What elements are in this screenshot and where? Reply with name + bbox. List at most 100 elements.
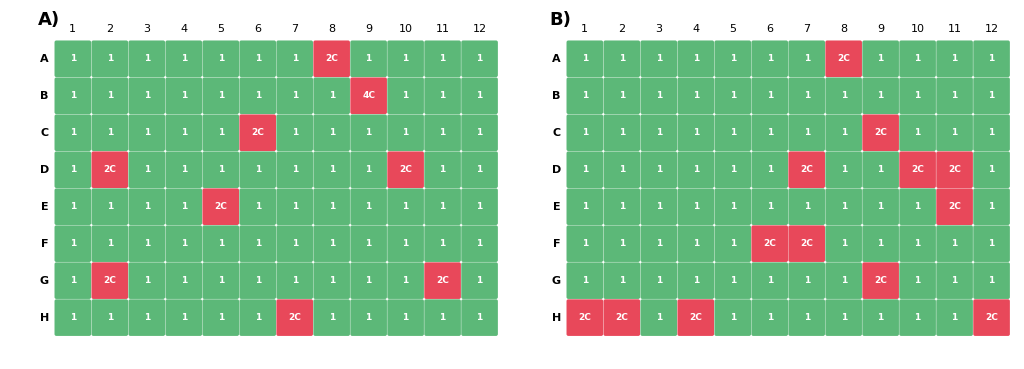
Text: 1: 1 [70, 239, 76, 248]
FancyBboxPatch shape [424, 41, 461, 77]
FancyBboxPatch shape [203, 299, 239, 336]
Text: 1: 1 [878, 239, 884, 248]
FancyBboxPatch shape [276, 299, 313, 336]
Text: 1: 1 [439, 165, 445, 174]
Text: 1: 1 [292, 202, 298, 211]
FancyBboxPatch shape [313, 41, 350, 77]
Text: 2C: 2C [251, 128, 264, 137]
FancyBboxPatch shape [825, 114, 862, 151]
FancyBboxPatch shape [899, 225, 936, 262]
Text: 1: 1 [988, 91, 994, 100]
FancyBboxPatch shape [313, 262, 350, 299]
FancyBboxPatch shape [788, 299, 825, 336]
Text: 1: 1 [329, 239, 335, 248]
Text: 1: 1 [255, 239, 261, 248]
Text: C: C [41, 128, 49, 138]
FancyBboxPatch shape [788, 114, 825, 151]
Text: 1: 1 [582, 54, 588, 63]
Text: 1: 1 [951, 54, 957, 63]
FancyBboxPatch shape [387, 77, 424, 114]
FancyBboxPatch shape [276, 114, 313, 151]
Text: 2C: 2C [288, 313, 301, 322]
Text: 1: 1 [767, 128, 773, 137]
Text: 1: 1 [476, 239, 482, 248]
Text: 2C: 2C [948, 165, 962, 174]
Text: 1: 1 [804, 276, 810, 285]
Text: 1: 1 [70, 54, 76, 63]
Text: 2C: 2C [911, 165, 924, 174]
FancyBboxPatch shape [603, 262, 640, 299]
FancyBboxPatch shape [128, 299, 165, 336]
Text: 1: 1 [767, 276, 773, 285]
FancyBboxPatch shape [788, 262, 825, 299]
Text: 2C: 2C [103, 276, 117, 285]
Text: 1: 1 [951, 276, 957, 285]
Text: 1: 1 [804, 54, 810, 63]
Text: 1: 1 [914, 128, 921, 137]
FancyBboxPatch shape [788, 189, 825, 225]
FancyBboxPatch shape [899, 77, 936, 114]
FancyBboxPatch shape [387, 41, 424, 77]
FancyBboxPatch shape [276, 41, 313, 77]
FancyBboxPatch shape [461, 151, 498, 188]
Text: 1: 1 [218, 128, 224, 137]
FancyBboxPatch shape [825, 41, 862, 77]
FancyBboxPatch shape [640, 189, 677, 225]
Text: 1: 1 [841, 91, 847, 100]
FancyBboxPatch shape [350, 151, 387, 188]
Text: 1: 1 [70, 24, 77, 34]
Text: 2C: 2C [399, 165, 412, 174]
FancyBboxPatch shape [166, 114, 202, 151]
Text: 12: 12 [984, 24, 998, 34]
Text: 1: 1 [292, 128, 298, 137]
FancyBboxPatch shape [936, 77, 973, 114]
Text: 1: 1 [476, 276, 482, 285]
Text: B): B) [550, 11, 571, 29]
Text: 1: 1 [841, 239, 847, 248]
Text: 1: 1 [914, 91, 921, 100]
FancyBboxPatch shape [752, 77, 788, 114]
FancyBboxPatch shape [203, 189, 239, 225]
FancyBboxPatch shape [899, 299, 936, 336]
FancyBboxPatch shape [91, 299, 128, 336]
Text: 1: 1 [618, 276, 625, 285]
Text: 1: 1 [255, 54, 261, 63]
Text: 1: 1 [988, 165, 994, 174]
Text: 1: 1 [439, 128, 445, 137]
Text: 2C: 2C [689, 313, 702, 322]
FancyBboxPatch shape [715, 151, 751, 188]
FancyBboxPatch shape [973, 299, 1010, 336]
FancyBboxPatch shape [350, 77, 387, 114]
Text: 1: 1 [106, 54, 113, 63]
Text: 1: 1 [878, 202, 884, 211]
FancyBboxPatch shape [862, 114, 899, 151]
Text: 1: 1 [180, 91, 186, 100]
Text: 2C: 2C [436, 276, 450, 285]
Text: 1: 1 [218, 276, 224, 285]
FancyBboxPatch shape [276, 189, 313, 225]
Text: 5: 5 [217, 24, 224, 34]
Text: D: D [40, 165, 49, 175]
FancyBboxPatch shape [788, 151, 825, 188]
Text: 1: 1 [366, 54, 372, 63]
FancyBboxPatch shape [973, 77, 1010, 114]
FancyBboxPatch shape [715, 262, 751, 299]
FancyBboxPatch shape [424, 189, 461, 225]
FancyBboxPatch shape [203, 41, 239, 77]
Text: 1: 1 [878, 165, 884, 174]
FancyBboxPatch shape [862, 77, 899, 114]
FancyBboxPatch shape [166, 151, 202, 188]
FancyBboxPatch shape [313, 299, 350, 336]
FancyBboxPatch shape [640, 299, 677, 336]
FancyBboxPatch shape [752, 225, 788, 262]
Text: 1: 1 [476, 54, 482, 63]
FancyBboxPatch shape [566, 41, 603, 77]
Text: 1: 1 [841, 165, 847, 174]
FancyBboxPatch shape [752, 41, 788, 77]
Text: 1: 1 [366, 128, 372, 137]
Text: 1: 1 [655, 276, 662, 285]
Text: 1: 1 [804, 202, 810, 211]
FancyBboxPatch shape [313, 114, 350, 151]
FancyBboxPatch shape [936, 114, 973, 151]
FancyBboxPatch shape [387, 189, 424, 225]
